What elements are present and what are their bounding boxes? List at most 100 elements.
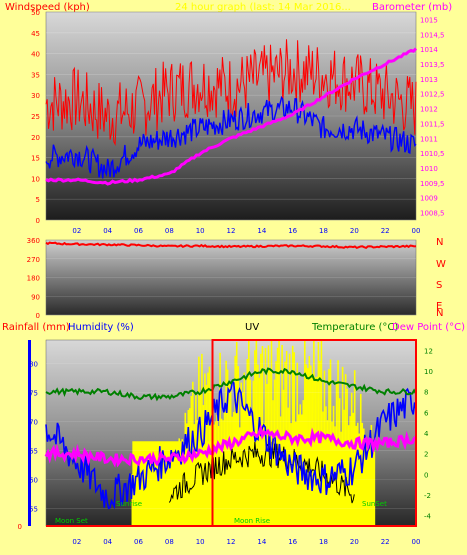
direction-tick-label: 0 [36, 312, 40, 320]
chart-title: 24 hour graph (last: 14 Mar 2016... [175, 2, 351, 13]
temperature-tick-label: 4 [424, 430, 429, 438]
wind-panel-frame [45, 11, 417, 221]
barometer-tick-label: 1014,5 [420, 31, 445, 39]
barometer-tick-label: 1013,5 [420, 61, 445, 69]
direction-tick-label: 180 [27, 275, 40, 283]
wind-y-tick-label: 30 [31, 92, 40, 100]
direction-letter: N [436, 308, 443, 319]
barometer-tick-label: 1012,5 [420, 91, 445, 99]
barometer-line [45, 47, 418, 186]
direction-letter: N [436, 237, 443, 248]
wind-y-tick-label: 5 [36, 196, 40, 204]
temperature-tick-label: -4 [424, 513, 432, 521]
humidity-x-tick-label: 04 [103, 538, 112, 546]
wind-y-tick-label: 15 [31, 155, 40, 163]
barometer-tick-label: 1013 [420, 76, 438, 84]
solar-line [168, 441, 355, 504]
wind-x-tick-label: 20 [350, 227, 359, 235]
barometer-tick-label: 1010,5 [420, 150, 445, 158]
wind-y-tick-label: 40 [31, 51, 40, 59]
wind-x-tick-label: 04 [103, 227, 112, 235]
direction-letter: S [436, 280, 442, 291]
barometer-tick-label: 1011,5 [420, 120, 445, 128]
barometer-tick-label: 1012 [420, 106, 438, 114]
wind-x-tick-label: 10 [196, 227, 205, 235]
wind-x-tick-label: 22 [381, 227, 390, 235]
direction-panel-bg [46, 240, 416, 315]
annotation-label: Sunrise [116, 500, 142, 508]
wind-x-tick-label: 02 [72, 227, 81, 235]
barometer-tick-label: 1014 [420, 46, 438, 54]
annotation-label: Moon Rise [234, 517, 270, 525]
temperature-tick-label: 6 [424, 409, 429, 417]
direction-panel-frame [45, 239, 417, 316]
barometer-tick-label: 1010 [420, 165, 438, 173]
temperature-tick-label: 8 [424, 389, 428, 397]
temperature-tick-label: 10 [424, 368, 433, 376]
rainfall-tick-label: 0 [18, 523, 22, 531]
windspeed-label: Windspeed (kph) [5, 2, 90, 13]
temperature-tick-label: 12 [424, 347, 433, 355]
humidity-x-tick-label: 16 [288, 538, 297, 546]
direction-tick-label: 360 [27, 237, 40, 245]
humidity-x-tick-label: 22 [381, 538, 390, 546]
humidity-tick-label: 60 [29, 477, 38, 485]
direction-tick-label: 270 [27, 256, 40, 264]
temperature-tick-label: -2 [424, 492, 431, 500]
humidity-tick-label: 70 [29, 418, 38, 426]
direction-letter: E [436, 301, 442, 312]
annotation-label: Moon Set [55, 517, 88, 525]
wind-y-tick-label: 50 [31, 9, 40, 17]
humidity-x-tick-label: 18 [319, 538, 328, 546]
humidity-tick-label: 80 [29, 360, 38, 368]
humidity-x-tick-label: 00 [412, 538, 421, 546]
wind-x-tick-label: 06 [134, 227, 143, 235]
uv-label: UV [245, 322, 259, 333]
annotation-label: SunSet [362, 500, 387, 508]
barometer-tick-label: 1008,5 [420, 210, 445, 218]
wind-x-tick-label: 12 [227, 227, 236, 235]
rainfall-label: Rainfall (mm) [2, 322, 70, 333]
humidity-line [45, 379, 417, 510]
barometer-label: Barometer (mb) [372, 2, 452, 13]
temperature-tick-label: 0 [424, 471, 428, 479]
wind-y-tick-label: 20 [31, 134, 40, 142]
dewpoint-label: Dew Point (°C) [392, 322, 465, 333]
barometer-tick-label: 1009,5 [420, 180, 445, 188]
avg-wind-line [45, 95, 417, 179]
direction-line [45, 241, 417, 250]
humidity-tick-label: 55 [29, 506, 38, 514]
wind-x-tick-label: 16 [288, 227, 297, 235]
temperature-label: Temperature (°C) [311, 322, 398, 333]
humidity-x-tick-label: 06 [134, 538, 143, 546]
barometer-tick-label: 1009 [420, 195, 438, 203]
barometer-tick-label: 1015 [420, 16, 438, 24]
humidity-x-tick-label: 20 [350, 538, 359, 546]
wind-x-tick-label: 08 [165, 227, 174, 235]
humidity-x-tick-label: 10 [196, 538, 205, 546]
dewpoint-line [44, 423, 418, 468]
rainfall-axis [28, 340, 31, 526]
humidity-label: Humidity (%) [68, 322, 134, 333]
humidity-tick-label: 65 [29, 447, 38, 455]
humidity-x-tick-label: 14 [257, 538, 266, 546]
wind-y-tick-label: 10 [31, 175, 40, 183]
moon-window [211, 339, 417, 527]
barometer-tick-label: 1011 [420, 135, 438, 143]
humidity-x-tick-label: 12 [227, 538, 236, 546]
wind-x-tick-label: 14 [257, 227, 266, 235]
humidity-x-tick-label: 08 [165, 538, 174, 546]
wind-y-tick-label: 25 [31, 113, 40, 121]
temperature-line [45, 367, 417, 402]
wind-y-tick-label: 45 [31, 30, 40, 38]
direction-letter: W [436, 259, 446, 270]
humidity-tick-label: 75 [29, 389, 38, 397]
wind-y-tick-label: 0 [36, 217, 40, 225]
temperature-tick-label: 2 [424, 451, 428, 459]
direction-tick-label: 90 [31, 293, 40, 301]
humidity-x-tick-label: 02 [72, 538, 81, 546]
wind-x-tick-label: 18 [319, 227, 328, 235]
